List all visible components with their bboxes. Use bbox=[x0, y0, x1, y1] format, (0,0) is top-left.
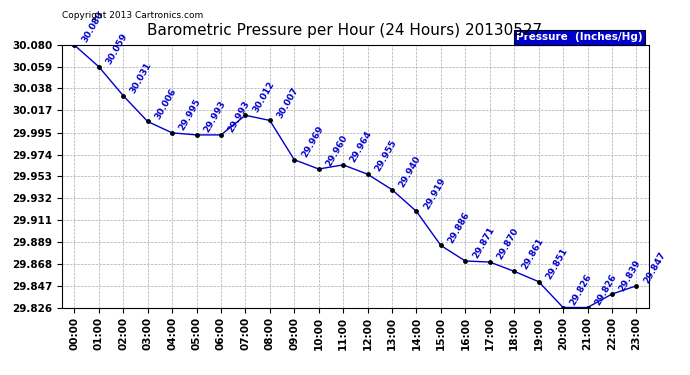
Text: 29.871: 29.871 bbox=[471, 225, 496, 260]
Text: 29.826: 29.826 bbox=[569, 272, 594, 307]
Text: 29.847: 29.847 bbox=[642, 250, 667, 285]
Text: Pressure  (Inches/Hg): Pressure (Inches/Hg) bbox=[516, 32, 642, 42]
Text: 29.940: 29.940 bbox=[397, 154, 423, 189]
Text: 29.870: 29.870 bbox=[495, 226, 520, 261]
Text: 29.851: 29.851 bbox=[544, 246, 569, 281]
Text: Barometric Pressure per Hour (24 Hours) 20130527: Barometric Pressure per Hour (24 Hours) … bbox=[148, 22, 542, 38]
Text: 29.969: 29.969 bbox=[300, 124, 325, 159]
Text: 29.955: 29.955 bbox=[373, 139, 398, 173]
Text: 29.995: 29.995 bbox=[177, 97, 203, 132]
Text: 29.960: 29.960 bbox=[324, 134, 349, 168]
Text: 29.964: 29.964 bbox=[348, 129, 374, 164]
Text: 29.919: 29.919 bbox=[422, 176, 447, 211]
Text: 30.007: 30.007 bbox=[275, 86, 300, 120]
Text: 29.826: 29.826 bbox=[593, 272, 618, 307]
Text: 30.006: 30.006 bbox=[153, 87, 178, 121]
Text: 29.839: 29.839 bbox=[618, 259, 642, 293]
Text: 29.993: 29.993 bbox=[226, 99, 252, 134]
Text: 29.886: 29.886 bbox=[446, 210, 471, 245]
Text: 30.031: 30.031 bbox=[129, 61, 154, 95]
Text: 29.861: 29.861 bbox=[520, 236, 545, 270]
Text: Copyright 2013 Cartronics.com: Copyright 2013 Cartronics.com bbox=[62, 11, 204, 20]
Text: 30.080: 30.080 bbox=[80, 10, 105, 44]
Text: 30.012: 30.012 bbox=[251, 80, 276, 114]
Text: 30.059: 30.059 bbox=[104, 32, 129, 66]
Text: 29.993: 29.993 bbox=[202, 99, 228, 134]
